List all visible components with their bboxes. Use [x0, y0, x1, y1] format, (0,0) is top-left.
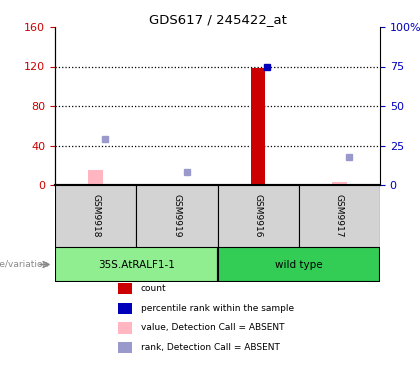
Text: value, Detection Call = ABSENT: value, Detection Call = ABSENT — [141, 324, 284, 332]
Text: percentile rank within the sample: percentile rank within the sample — [141, 304, 294, 313]
Bar — [218, 247, 380, 282]
Text: 35S.AtRALF1-1: 35S.AtRALF1-1 — [98, 259, 175, 269]
Bar — [118, 322, 132, 334]
Text: count: count — [141, 284, 166, 293]
Bar — [118, 303, 132, 314]
Bar — [88, 170, 103, 185]
Text: rank, Detection Call = ABSENT: rank, Detection Call = ABSENT — [141, 343, 280, 352]
Text: genotype/variation: genotype/variation — [0, 260, 48, 269]
Bar — [55, 185, 136, 247]
Text: GSM9916: GSM9916 — [254, 194, 262, 238]
Bar — [55, 247, 218, 282]
Bar — [136, 185, 218, 247]
Bar — [118, 283, 132, 294]
Bar — [218, 185, 299, 247]
Bar — [332, 182, 346, 185]
Bar — [251, 68, 265, 185]
Text: GSM9917: GSM9917 — [335, 194, 344, 238]
Text: wild type: wild type — [275, 259, 323, 269]
Text: GSM9918: GSM9918 — [91, 194, 100, 238]
Bar — [118, 342, 132, 353]
Bar — [299, 185, 380, 247]
Text: GSM9919: GSM9919 — [172, 194, 181, 238]
Title: GDS617 / 245422_at: GDS617 / 245422_at — [149, 13, 286, 26]
